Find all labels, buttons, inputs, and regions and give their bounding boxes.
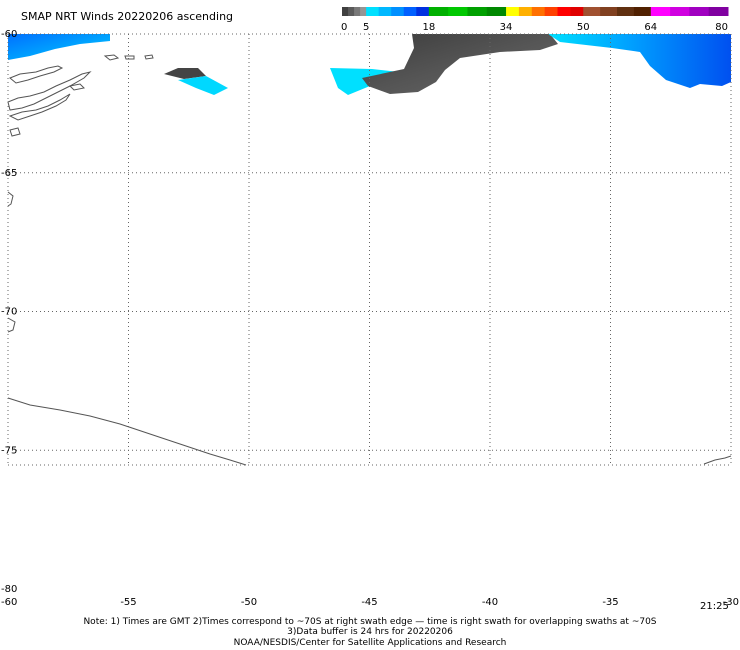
colorbar-swatch: [650, 7, 671, 16]
note-line-2: 3)Data buffer is 24 hrs for 20220206: [287, 627, 453, 637]
latitude-tick-label: -65: [1, 168, 17, 179]
colorbar-swatch: [391, 7, 405, 16]
swath-grey-small: [164, 68, 206, 79]
colorbar-swatch: [448, 7, 468, 16]
longitude-tick-label: -55: [120, 597, 136, 608]
colorbar-swatch: [467, 7, 488, 16]
swath-blue-northeast: [548, 34, 731, 88]
colorbar-swatch: [403, 7, 417, 16]
colorbar-swatch: [708, 7, 729, 16]
coastlines: [7, 54, 732, 466]
antarctic-ice-shelf-west: [7, 397, 247, 466]
colorbar-swatch: [557, 7, 571, 16]
colorbar-swatch: [633, 7, 652, 16]
colorbar-swatch: [366, 7, 380, 16]
longitude-tick-label: -40: [482, 597, 498, 608]
colorbar-tick-label: 5: [363, 22, 369, 33]
colorbar-swatch: [570, 7, 584, 16]
colorbar-swatch: [600, 7, 618, 16]
islet-1: [103, 54, 120, 61]
swath-grey-central: [362, 34, 558, 94]
latitude-tick-label: -60: [1, 29, 17, 40]
islet-3: [144, 54, 154, 60]
colorbar-swatch: [486, 7, 507, 16]
longitude-tick-label: -30: [723, 597, 739, 608]
colorbar-swatch: [544, 7, 559, 16]
south-orkney-islands: [9, 65, 64, 84]
colorbar-swatch: [354, 7, 361, 16]
colorbar-swatch: [583, 7, 601, 16]
longitude-tick-label: -50: [241, 597, 257, 608]
coast-bump-2: [7, 317, 16, 333]
colorbar-swatch: [360, 7, 367, 16]
colorbar-swatch: [689, 7, 710, 16]
note-line-3: NOAA/NESDIS/Center for Satellite Applica…: [233, 638, 507, 648]
colorbar-tick-label: 18: [422, 22, 435, 33]
islet-2: [124, 55, 135, 60]
longitude-tick-label: -45: [361, 597, 377, 608]
island-chain: [7, 71, 92, 111]
lat-lon-grid: -60 -55 -50 -45 -40 -35 -30 -60 -65 -70 -75 -80: [1, 29, 739, 608]
map-title: SMAP NRT Winds 20220206 ascending: [21, 10, 233, 23]
antarctic-coast-east: [703, 455, 732, 465]
wind-swaths: [8, 34, 731, 95]
colorbar-tick-label: 0: [341, 22, 347, 33]
swath-blue-northwest: [8, 34, 110, 60]
island-chain-2: [8, 93, 71, 121]
colorbar-swatch: [518, 7, 533, 16]
colorbar-swatch: [342, 7, 349, 16]
swath-cyan-small: [178, 76, 228, 95]
colorbar-swatch: [378, 7, 392, 16]
colorbar-tick-label: 64: [644, 22, 657, 33]
latitude-tick-label: -80: [1, 584, 17, 595]
coast-bump-1: [7, 191, 14, 207]
colorbar-swatch: [416, 7, 430, 16]
colorbar-swatch: [617, 7, 635, 16]
colorbar-swatch: [348, 7, 355, 16]
islet-5: [9, 127, 21, 137]
longitude-tick-label: -35: [602, 597, 618, 608]
colorbar-swatch: [428, 7, 449, 16]
colorbar-tick-label: 80: [715, 22, 728, 33]
colorbar-tick-label: 50: [577, 22, 590, 33]
colorbar-tick-label: 34: [500, 22, 513, 33]
colorbar-swatch: [531, 7, 546, 16]
time-label: 21:25: [700, 601, 729, 612]
latitude-tick-label: -75: [1, 445, 17, 456]
islet-4: [68, 83, 86, 91]
longitude-tick-label: -60: [1, 597, 17, 608]
colorbar-swatch: [506, 7, 520, 16]
note-line-1: Note: 1) Times are GMT 2)Times correspon…: [83, 617, 657, 627]
colorbar-swatch: [670, 7, 690, 16]
latitude-tick-label: -70: [1, 307, 17, 318]
wind-speed-colorbar: 0 5 18 34 50 64 80: [341, 7, 729, 33]
